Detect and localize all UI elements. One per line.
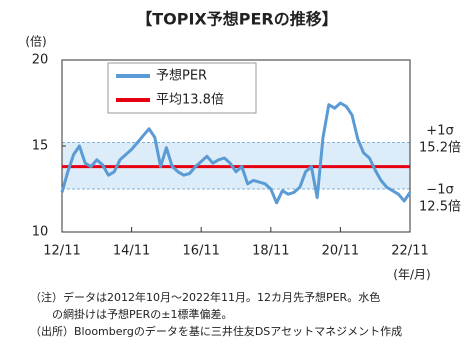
data-line <box>60 101 412 205</box>
sigma-label: −1σ <box>426 183 453 198</box>
chart-title: 【TOPIX予想PERの推移】 <box>136 10 338 29</box>
y-tick-label: 20 <box>32 53 49 68</box>
x-tick-label: 14/11 <box>113 244 150 259</box>
x-tick-label: 16/11 <box>182 244 219 259</box>
note: の網掛けは予想PERの±1標準偏差。 <box>30 307 232 321</box>
x-axis-label: (年/月) <box>393 268 430 282</box>
x-tick-label: 20/11 <box>322 244 359 259</box>
x-tick-label: 22/11 <box>391 244 428 259</box>
note: （出所）Bloombergのデータを基に三井住友DSアセットマネジメント作成 <box>30 324 402 338</box>
sigma-value: 12.5倍 <box>419 200 461 215</box>
legend-label: 予想PER <box>156 68 207 84</box>
x-tick-label: 18/11 <box>252 244 289 259</box>
x-tick-label: 12/11 <box>43 244 80 259</box>
legend-box <box>107 62 257 114</box>
note: （注）データは2012年10月～2022年11月。12カ月先予想PER。水色 <box>30 290 380 304</box>
y-tick-label: 15 <box>32 139 49 154</box>
y-unit: (倍) <box>25 34 46 49</box>
sigma-value: 15.2倍 <box>419 141 461 156</box>
legend-label: 平均13.8倍 <box>156 93 224 108</box>
y-tick-label: 10 <box>32 225 49 240</box>
sigma-label: +1σ <box>426 124 453 139</box>
